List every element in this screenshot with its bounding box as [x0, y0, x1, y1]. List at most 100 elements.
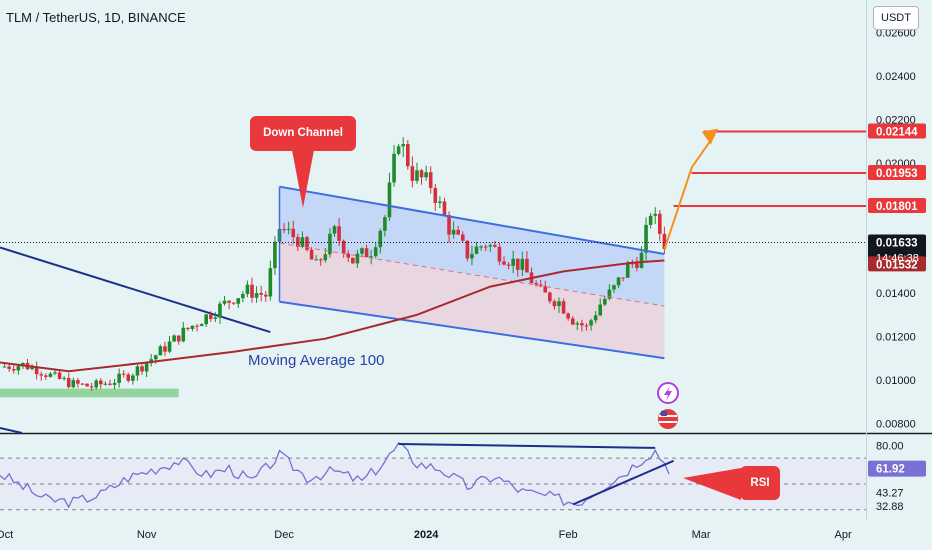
candle-body [566, 313, 570, 319]
candle-body [167, 341, 172, 352]
candle-body [424, 172, 428, 178]
candle-body [346, 253, 351, 258]
candle-body [502, 261, 506, 265]
candle-body [355, 253, 360, 264]
down-channel-label: Down Channel [250, 116, 356, 151]
candle-body [16, 366, 21, 371]
candle-body [332, 226, 337, 234]
candle-body [575, 323, 580, 325]
chart-title: TLM / TetherUS, 1D, BINANCE [6, 10, 186, 25]
candle-body [250, 284, 254, 298]
candle-body [286, 228, 291, 230]
candle-body [48, 373, 53, 377]
x-tick-label: Oct [0, 529, 13, 541]
x-tick-label: Nov [137, 529, 157, 541]
candle-body [612, 285, 616, 290]
price-label-0.01953 [868, 165, 926, 181]
candle-body [222, 300, 227, 304]
candle-body [465, 240, 470, 259]
candle-body [57, 372, 62, 379]
candle-body [227, 300, 231, 303]
candle-body [34, 366, 39, 375]
candle-body [318, 259, 323, 261]
candle-body [548, 292, 552, 302]
y-tick-label: 0.00800 [876, 418, 916, 430]
candle-body [11, 368, 16, 371]
candle-body [442, 201, 447, 215]
candle-body [135, 366, 140, 376]
price-label-text: 0.02144 [876, 127, 918, 139]
x-tick-label: Feb [559, 529, 578, 541]
candle-body [282, 229, 286, 231]
candle-body [259, 293, 263, 295]
candle-body [428, 172, 433, 188]
countdown-label: 14:46:38 [876, 252, 919, 264]
candle-body [62, 378, 66, 380]
candle-body [387, 182, 392, 218]
y-tick-label: 0.01200 [876, 331, 916, 343]
candle-body [181, 327, 186, 342]
candle-body [172, 335, 176, 342]
candle-body [273, 241, 277, 269]
candle-body [635, 263, 639, 268]
candle-body [71, 380, 76, 388]
candle-body [300, 237, 305, 247]
candle-body [99, 380, 103, 385]
x-tick-label: Mar [692, 529, 711, 541]
candle-body [488, 245, 493, 247]
lightning-icon-glyph [664, 386, 672, 401]
channel-lower-line [279, 300, 665, 360]
candle-body [511, 258, 515, 266]
candle-body [268, 268, 273, 297]
rsi-tick-label: 32.88 [876, 501, 904, 513]
candle-body [85, 383, 89, 387]
candle-body [351, 257, 355, 264]
candle-body [241, 293, 245, 299]
candle-body [630, 263, 635, 265]
candle-body [451, 229, 456, 235]
candle-body [153, 355, 158, 360]
candle-body [231, 302, 236, 304]
candle-body [245, 284, 250, 294]
candle-body [520, 258, 525, 270]
candle-body [94, 380, 99, 388]
us-flag-canton [661, 411, 667, 416]
currency-selector-button[interactable]: USDT [873, 6, 919, 30]
y-tick-label: 0.02400 [876, 71, 916, 83]
candle-body [644, 224, 648, 253]
projection-arrowhead [701, 128, 718, 145]
candle-body [39, 374, 44, 376]
candle-body [341, 240, 346, 254]
trendline-stub [0, 427, 23, 434]
candle-body [126, 374, 131, 381]
candle-body [621, 277, 625, 279]
candle-body [433, 187, 438, 203]
candle-body [534, 283, 538, 285]
rsi-tick-label: 80.00 [876, 440, 904, 452]
candle-body [218, 303, 222, 318]
candle-body [648, 215, 653, 225]
candle-body [296, 237, 300, 247]
candle-body [474, 246, 479, 254]
candle-body [44, 375, 48, 377]
candle-body [497, 246, 502, 262]
candle-body [190, 325, 195, 329]
candle-body [506, 264, 511, 266]
candle-body [323, 254, 328, 261]
candle-body [456, 229, 461, 235]
candle-body [131, 375, 135, 381]
rsi-support-line [572, 459, 674, 506]
moving-average-label: Moving Average 100 [248, 352, 385, 369]
candle-body [103, 383, 108, 385]
rsi-line [0, 442, 670, 509]
candle-body [195, 325, 199, 327]
candle-body [158, 346, 163, 356]
candle-body [144, 363, 149, 372]
down-channel-pointer [292, 150, 314, 208]
candle-body [525, 258, 529, 273]
candle-body [419, 170, 424, 178]
candle-body [410, 166, 415, 181]
candle-body [140, 366, 144, 372]
candle-body [658, 213, 662, 234]
